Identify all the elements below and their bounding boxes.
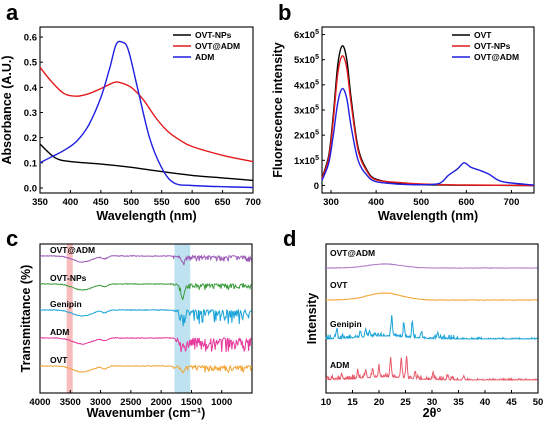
series-label: OVT: [330, 280, 348, 290]
plot-frame-a: [39, 26, 254, 194]
legend-label: OVT@ADM: [474, 52, 519, 62]
series-label: ADM: [330, 360, 349, 370]
y-axis-title: Transmittance (%): [19, 265, 33, 373]
series-line-ovt@adm: [39, 66, 254, 163]
panel-letter-a: a: [6, 0, 19, 25]
x-tick-label: 45: [506, 397, 517, 408]
series-line-genipin: [39, 308, 252, 327]
series-line-ovt-nps: [321, 55, 535, 187]
y-tick-label: 5x105: [294, 54, 319, 66]
legend-label: ADM: [195, 52, 214, 62]
x-tick-label: 10: [321, 397, 332, 408]
legend-label: OVT-NPs: [474, 41, 511, 51]
x-tick-label: 25: [400, 397, 411, 408]
y-axis-title: Intensity: [305, 293, 319, 344]
x-tick-label: 40: [480, 397, 491, 408]
x-tick-label: 400: [368, 197, 384, 208]
y-tick-label: 0.0: [24, 183, 37, 194]
series-label: OVT@ADM: [50, 245, 95, 255]
x-tick-label: 300: [323, 197, 339, 208]
y-axis-title: Fluorescence intensity: [271, 42, 285, 178]
x-tick-label: 50: [533, 397, 544, 408]
x-tick-label: 700: [245, 197, 261, 208]
x-tick-label: 3000: [90, 397, 111, 408]
x-axis-title: Wavelength (nm): [96, 209, 196, 223]
x-tick-label: 20: [374, 397, 385, 408]
x-tick-label: 600: [184, 197, 200, 208]
series-line-genipin: [325, 315, 538, 341]
y-tick-label: 4x105: [294, 79, 319, 91]
x-tick-label: 700: [504, 197, 520, 208]
x-tick-label: 2500: [120, 397, 141, 408]
series-line-ovt-nps: [39, 143, 254, 182]
panel-letter-b: b: [278, 0, 291, 25]
x-tick-label: 350: [32, 197, 48, 208]
y-tick-label: 0.4: [24, 83, 38, 94]
x-tick-label: 500: [413, 197, 429, 208]
x-tick-label: 1500: [181, 397, 202, 408]
x-tick-label: 1000: [211, 397, 232, 408]
panel-c-ftir-chart: 4000 3500 3000 2500 2000 1500 1000 Wavenumber (…: [19, 243, 253, 420]
series-label: Genipin: [330, 319, 362, 329]
panel-b-fluorescence-chart: 0 1x105 2x105 3x105 4x105 5x105 6x105 300 400 500…: [271, 26, 535, 223]
plot-frame-c: [39, 243, 253, 394]
x-tick-label: 450: [93, 197, 109, 208]
series-line-ovt: [39, 364, 252, 374]
y-tick-label: 1x105: [294, 155, 319, 167]
series-line-ovt@adm: [326, 262, 538, 270]
x-axis-title: Wavenumber (cm⁻¹): [87, 406, 206, 420]
panel-letter-c: c: [6, 226, 18, 251]
x-tick-label: 3500: [60, 397, 81, 408]
series-line-ovt@adm: [321, 87, 535, 186]
x-tick-label: 2000: [151, 397, 172, 408]
series-line-ovt: [321, 45, 535, 187]
series-line-adm: [40, 336, 252, 353]
y-tick-label: 0.5: [24, 58, 38, 69]
series-label: OVT-NPs: [50, 273, 87, 283]
series-line-ovt: [325, 292, 538, 301]
x-tick-label: 4000: [29, 397, 50, 408]
series-label: ADM: [50, 327, 69, 337]
x-tick-label: 550: [154, 197, 170, 208]
y-tick-label: 0.2: [24, 133, 37, 144]
panel-a-absorbance-chart: 0.0 0.1 0.2 0.3 0.4 0.5 0.6 350 400 450 500 550 600 6…: [0, 26, 261, 223]
y-tick-label: 0.6: [24, 33, 37, 44]
x-tick-label: 400: [62, 197, 78, 208]
legend-label: OVT@ADM: [195, 41, 240, 51]
y-tick-label: 2x105: [294, 130, 319, 142]
x-axis-title: 2θ°: [423, 406, 442, 420]
x-tick-label: 30: [427, 397, 438, 408]
series-line-ovt@adm: [40, 254, 252, 266]
y-axis-title: Absorbance (A.U.): [0, 55, 14, 164]
legend-label: OVT: [474, 30, 492, 40]
x-tick-label: 35: [453, 397, 464, 408]
x-tick-label: 15: [347, 397, 358, 408]
y-tick-label: 6x105: [294, 29, 319, 41]
series-label: OVT: [50, 355, 68, 365]
x-tick-label: 650: [215, 197, 231, 208]
series-line-adm: [39, 40, 254, 189]
x-axis-title: Wavelength (nm): [378, 209, 478, 223]
series-label: OVT@ADM: [330, 248, 375, 258]
highlight-band: [66, 244, 73, 393]
y-tick-label: 0.1: [24, 158, 38, 169]
y-tick-label: 0.3: [24, 108, 37, 119]
series-label: Genipin: [50, 299, 82, 309]
y-tick-label: 0: [314, 181, 319, 192]
series-line-ovt-nps: [39, 282, 252, 301]
legend-label: OVT-NPs: [195, 30, 232, 40]
y-tick-label: 3x105: [294, 105, 319, 117]
panel-letter-d: d: [283, 226, 296, 251]
panel-d-xrd-chart: 10 15 20 25 30 35 40 45 50 2θ° Intensity OVT@ADM OVT…: [305, 243, 544, 420]
x-tick-label: 500: [123, 197, 139, 208]
series-line-adm: [325, 356, 538, 382]
x-tick-label: 600: [458, 197, 474, 208]
